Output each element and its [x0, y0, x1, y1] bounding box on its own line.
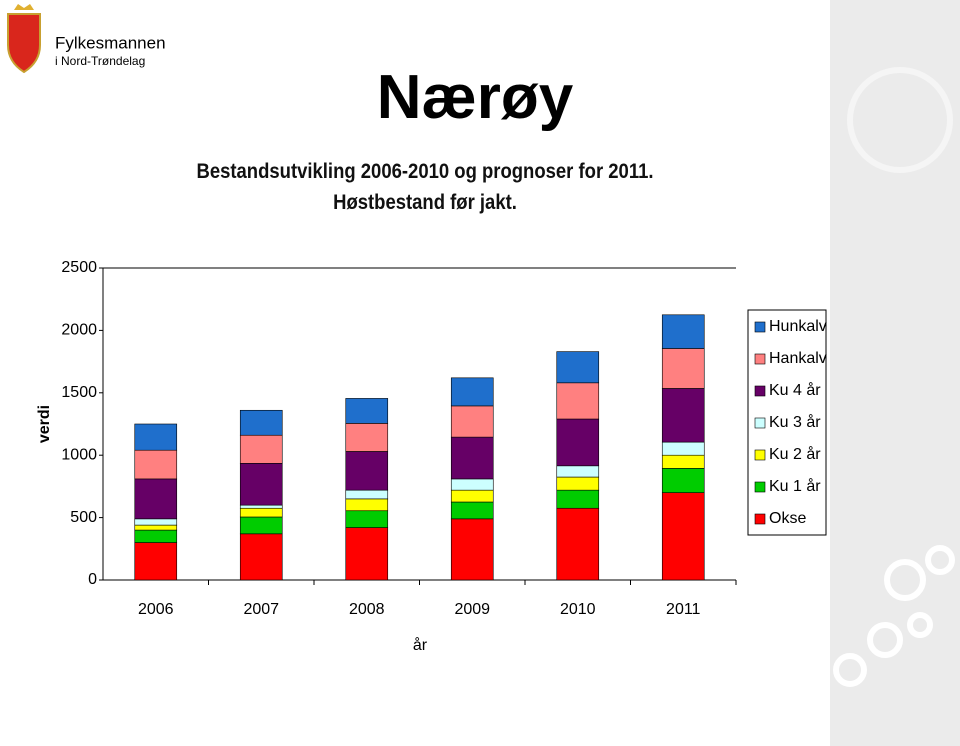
- bar-segment: [345, 423, 389, 452]
- legend-label: Ku 3 år: [769, 413, 821, 431]
- legend-label: Hunkalv: [769, 318, 827, 335]
- bar-segment: [450, 405, 494, 438]
- bar-segment: [134, 478, 178, 520]
- bar-segment: [661, 454, 705, 469]
- bar-segment: [450, 436, 494, 480]
- bar-segment: [661, 314, 705, 349]
- bar-segment: [661, 388, 705, 443]
- legend-swatch: [754, 481, 766, 493]
- legend-swatch: [754, 513, 766, 525]
- bar-segment: [134, 542, 178, 581]
- bar-segment: [345, 498, 389, 512]
- legend-label: Hankalv: [769, 350, 827, 367]
- bar-segment: [239, 516, 283, 535]
- bar-segment: [450, 377, 494, 407]
- legend-swatch: [754, 321, 766, 333]
- bar-segment: [134, 524, 178, 531]
- bar-segment: [239, 507, 283, 518]
- bar-segment: [134, 529, 178, 543]
- logo-crown: [14, 4, 34, 10]
- subtitle: Bestandsutvikling 2006-2010 og prognoser…: [196, 160, 654, 214]
- bar-segment: [134, 518, 178, 526]
- bar-segment: [450, 478, 494, 491]
- legend-swatch: [754, 417, 766, 429]
- swirls: [833, 67, 955, 687]
- legend-label: Okse: [769, 510, 806, 527]
- y-tick-label: 500: [70, 509, 97, 526]
- x-tick-label: 2011: [666, 601, 701, 618]
- bar-segment: [345, 451, 389, 491]
- bar-segment: [661, 441, 705, 456]
- bar-segment: [134, 423, 178, 451]
- bar-segment: [345, 398, 389, 424]
- title: Nærøy: [376, 63, 574, 132]
- legend-label: Ku 4 år: [769, 381, 821, 399]
- bar-segment: [345, 510, 389, 528]
- logo-shield: [7, 13, 41, 74]
- bar-segment: [661, 468, 705, 493]
- x-tick-label: 2010: [560, 601, 596, 618]
- legend-label: Ku 2 år: [769, 445, 821, 463]
- bar-segment: [556, 489, 600, 509]
- bar-segment: [556, 418, 600, 467]
- bar-segment: [239, 409, 283, 436]
- x-axis-label: år: [413, 636, 428, 654]
- legend-swatch: [754, 449, 766, 461]
- legend-swatch: [754, 353, 766, 365]
- bar-segment: [450, 501, 494, 520]
- y-tick-label: 0: [88, 571, 97, 588]
- bar-segment: [661, 348, 705, 389]
- x-tick-label: 2006: [138, 601, 174, 618]
- bar-segment: [345, 527, 389, 581]
- bar-segment: [661, 492, 705, 581]
- y-tick-label: 1500: [61, 384, 97, 401]
- bar-segment: [134, 449, 178, 480]
- org-region: i Nord-Trøndelag: [55, 54, 145, 68]
- x-tick-label: 2008: [349, 601, 385, 618]
- bar-segment: [345, 489, 389, 500]
- bar-segment: [239, 463, 283, 506]
- bar-segment: [556, 382, 600, 420]
- y-tick-label: 2000: [61, 322, 97, 339]
- bar-segment: [556, 351, 600, 384]
- bar-segment: [239, 504, 283, 509]
- x-tick-label: 2009: [454, 601, 490, 618]
- legend-label: Ku 1 år: [769, 477, 821, 495]
- legend-swatch: [754, 385, 766, 397]
- bar-segment: [239, 434, 283, 464]
- y-tick-label: 1000: [61, 446, 97, 463]
- bar-segment: [239, 533, 283, 581]
- bar-segment: [556, 507, 600, 581]
- y-tick-label: 2500: [61, 259, 97, 276]
- x-tick-label: 2007: [243, 601, 279, 618]
- bar-segment: [556, 465, 600, 478]
- org-name: Fylkesmannen: [55, 33, 166, 52]
- bar-segment: [450, 489, 494, 503]
- y-axis-label: verdi: [36, 405, 53, 443]
- bar-segment: [556, 476, 600, 491]
- bar-segment: [450, 518, 494, 581]
